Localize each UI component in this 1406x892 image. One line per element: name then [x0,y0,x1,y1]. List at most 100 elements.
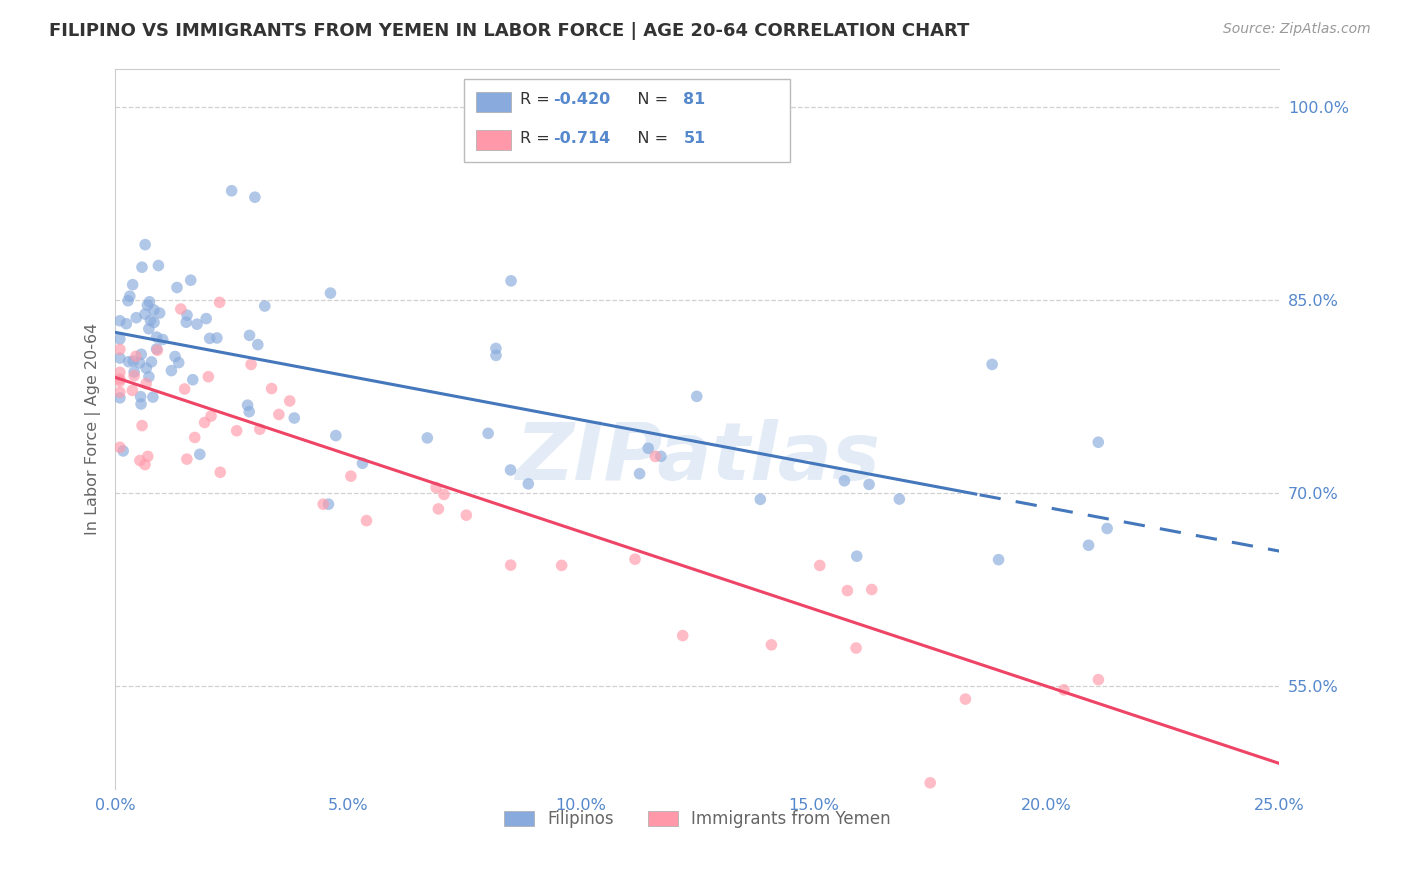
Point [129,397,152,411]
Point [125,349,148,363]
Point [860,582,883,597]
Point [170,301,193,316]
Point [152,333,174,347]
Point [749,492,772,507]
Point [845,640,868,655]
Legend: Filipinos, Immigrants from Yemen: Filipinos, Immigrants from Yemen [498,804,897,835]
Point [181,373,204,387]
Point [837,583,859,598]
Point [143,315,166,329]
Point [1053,682,1076,697]
Point [122,354,145,368]
Point [108,314,131,328]
Point [260,382,283,396]
Point [122,365,145,379]
Point [672,629,695,643]
Point [138,322,160,336]
Point [624,552,647,566]
Text: R =: R = [520,131,555,146]
Point [686,389,709,403]
Point [160,363,183,377]
Text: ZIPatlas: ZIPatlas [515,418,880,497]
Point [146,343,169,358]
Point [122,368,145,383]
Point [128,356,150,370]
Point [121,384,143,398]
Point [246,337,269,351]
Point [499,463,522,477]
Point [134,237,156,252]
Point [318,497,340,511]
Point [166,280,188,294]
Point [981,358,1004,372]
Point [108,332,131,346]
Point [209,465,232,479]
Point [167,356,190,370]
Text: FILIPINO VS IMMIGRANTS FROM YEMEN IN LABOR FORCE | AGE 20-64 CORRELATION CHART: FILIPINO VS IMMIGRANTS FROM YEMEN IN LAB… [49,22,970,40]
Point [987,552,1010,566]
Point [267,408,290,422]
Point [108,385,131,400]
Text: N =: N = [621,131,673,146]
Point [416,431,439,445]
Point [108,440,131,454]
Text: Source: ZipAtlas.com: Source: ZipAtlas.com [1223,22,1371,37]
FancyBboxPatch shape [464,79,790,162]
Point [136,298,159,312]
Point [138,369,160,384]
Point [135,361,157,376]
Point [517,476,540,491]
Point [920,776,942,790]
Point [198,331,221,345]
Text: N =: N = [621,92,673,107]
Text: -0.714: -0.714 [553,131,610,146]
Text: 51: 51 [683,131,706,146]
Point [240,358,263,372]
Point [312,497,335,511]
Point [186,317,208,331]
Point [1087,435,1109,450]
Point [644,450,666,464]
Point [118,289,141,303]
Point [1087,673,1109,687]
Point [142,390,165,404]
Point [194,416,217,430]
Point [485,348,508,362]
Point [115,317,138,331]
Point [149,306,172,320]
Point [112,444,135,458]
Point [808,558,831,573]
Point [319,286,342,301]
Point [352,456,374,470]
Point [238,404,260,418]
Point [134,307,156,321]
Point [1077,538,1099,552]
Point [125,310,148,325]
Point [108,374,131,388]
Point [485,342,508,356]
Point [176,452,198,467]
Text: -0.420: -0.420 [553,92,610,107]
Point [141,355,163,369]
Point [761,638,783,652]
Point [145,330,167,344]
Point [955,692,977,706]
Point [188,447,211,461]
Point [238,328,260,343]
Point [173,382,195,396]
Text: R =: R = [520,92,555,107]
Point [325,428,347,442]
Point [142,302,165,317]
Point [131,260,153,275]
Point [129,347,152,361]
Point [253,299,276,313]
Point [129,390,152,404]
Point [858,477,880,491]
Point [205,331,228,345]
Point [200,409,222,423]
Point [834,474,856,488]
Point [176,308,198,322]
Point [135,376,157,391]
Point [889,491,911,506]
Point [117,354,139,368]
